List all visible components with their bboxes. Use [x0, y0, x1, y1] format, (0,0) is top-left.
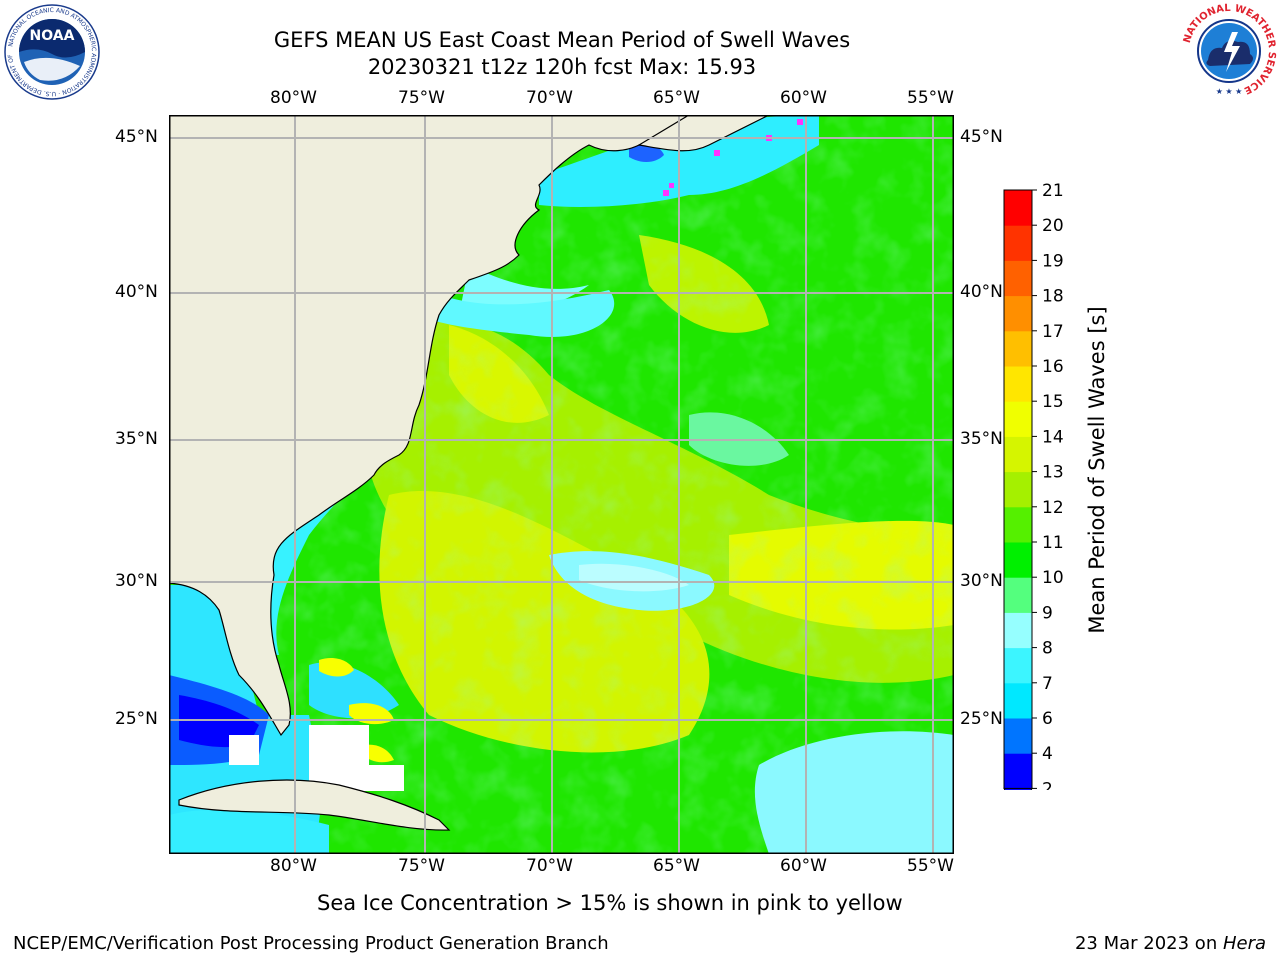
lon-label-bottom: 60°W — [780, 856, 827, 876]
colorbar-tick-label: 9 — [1042, 603, 1053, 623]
colorbar-segment — [1004, 577, 1032, 613]
colorbar-tick-label: 13 — [1042, 463, 1064, 483]
map-frame — [169, 115, 954, 854]
lat-label-right: 45°N — [960, 127, 1003, 147]
footer-right: 23 Mar 2023 on Hera — [1075, 933, 1266, 954]
lat-label-right: 25°N — [960, 709, 1003, 729]
sea-ice-note: Sea Ice Concentration > 15% is shown in … — [317, 891, 903, 915]
colorbar-segment — [1004, 330, 1032, 367]
svg-text:★ ★ ★: ★ ★ ★ — [1216, 87, 1243, 96]
lon-label-bottom: 55°W — [907, 856, 954, 876]
colorbar-tick-label: 6 — [1042, 709, 1053, 729]
colorbar-title: Mean Period of Swell Waves [s] — [1085, 306, 1109, 634]
bahamas-bank — [309, 662, 399, 719]
lat-label-left: 25°N — [115, 709, 158, 729]
colorbar-tick-label: 8 — [1042, 639, 1053, 659]
colorbar-tick-label: 15 — [1042, 392, 1064, 412]
bahamas-bank — [319, 658, 354, 677]
colorbar-segment — [1004, 718, 1032, 754]
lon-label-top: 75°W — [398, 88, 445, 108]
colorbar-segment — [1004, 401, 1032, 437]
colorbar-tick-label: 19 — [1042, 251, 1064, 271]
lon-label-top: 80°W — [270, 88, 317, 108]
period-band-9s — [754, 731, 954, 854]
colorbar-tick-label: 4 — [1042, 744, 1053, 764]
colorbar-segment — [1004, 190, 1032, 226]
sea-ice-marker — [669, 183, 674, 188]
colorbar-tick-label: 2 — [1042, 779, 1053, 790]
colorbar-tick-label: 12 — [1042, 498, 1064, 518]
swell-period-map — [169, 115, 954, 854]
land-north-america — [169, 115, 690, 737]
lon-label-top: 70°W — [526, 88, 573, 108]
lat-label-left: 30°N — [115, 571, 158, 591]
missing-data-area — [309, 725, 404, 791]
map-subtitle: 20230321 t12z 120h fcst Max: 15.93 — [367, 55, 757, 79]
lon-label-bottom: 65°W — [653, 856, 700, 876]
gulf-of-mexico-swell — [179, 695, 259, 748]
lat-label-left: 40°N — [115, 282, 158, 302]
colorbar-segment — [1004, 612, 1032, 649]
colorbar-segment — [1004, 506, 1032, 543]
nws-logo: NATIONAL WEATHER SERVICE ★ ★ ★ — [1182, 3, 1277, 98]
lat-lon-grid — [169, 115, 954, 854]
land-cuba — [178, 779, 451, 831]
colorbar-segment — [1004, 366, 1032, 402]
bahamas-bank — [364, 744, 394, 763]
missing-data-area — [229, 735, 259, 765]
footer-host: Hera — [1222, 933, 1266, 954]
colorbar: 2 4 6 7 8 9 10 11 12 13 14 15 16 17 18 19 20 21 — [1003, 181, 1064, 790]
lon-label-top: 55°W — [907, 88, 954, 108]
colorbar-tick-label: 11 — [1042, 533, 1064, 553]
map-title: GEFS MEAN US East Coast Mean Period of S… — [273, 28, 851, 52]
lat-label-right: 40°N — [960, 282, 1003, 302]
footer-date: 23 Mar 2023 on — [1074, 933, 1223, 954]
lat-label-left: 45°N — [115, 127, 158, 147]
colorbar-tick-label: 17 — [1042, 322, 1064, 342]
lon-label-bottom: 70°W — [526, 856, 573, 876]
lon-label-bottom: 75°W — [398, 856, 445, 876]
colorbar-segment — [1004, 753, 1032, 789]
sea-ice-marker — [797, 119, 803, 125]
lon-label-top: 60°W — [780, 88, 827, 108]
colorbar-segment — [1004, 295, 1032, 332]
gulf-of-mexico-swell — [169, 809, 329, 854]
noaa-logo: NATIONAL OCEANIC AND ATMOSPHERIC ADMINIS… — [4, 4, 100, 100]
lat-label-left: 35°N — [115, 429, 158, 449]
lat-label-right: 35°N — [960, 429, 1003, 449]
colorbar-tick-label: 14 — [1042, 427, 1064, 447]
colorbar-segment — [1004, 647, 1032, 684]
colorbar-segment — [1004, 471, 1032, 508]
colorbar-tick-label: 21 — [1042, 181, 1064, 201]
land-nova-scotia — [637, 115, 770, 152]
colorbar-segment — [1004, 542, 1032, 578]
lon-label-top: 65°W — [653, 88, 700, 108]
lon-label-bottom: 80°W — [270, 856, 317, 876]
sea-ice-marker — [714, 150, 720, 156]
period-band-9s — [579, 563, 689, 592]
colorbar-tick-label: 18 — [1042, 287, 1064, 307]
sea-ice-marker — [663, 190, 669, 196]
svg-text:NOAA: NOAA — [30, 28, 75, 44]
colorbar-tick-label: 20 — [1042, 216, 1064, 236]
lat-label-right: 30°N — [960, 571, 1003, 591]
colorbar-tick-label: 16 — [1042, 357, 1064, 377]
footer-left: NCEP/EMC/Verification Post Processing Pr… — [13, 933, 609, 954]
colorbar-frame — [1003, 189, 1033, 789]
colorbar-tick-label: 7 — [1042, 674, 1053, 694]
colorbar-segment — [1004, 260, 1032, 297]
colorbar-segment — [1004, 436, 1032, 473]
colorbar-tick-label: 10 — [1042, 568, 1064, 588]
colorbar-segment — [1004, 225, 1032, 261]
bahamas-bank — [349, 703, 394, 725]
period-band-8s — [419, 285, 615, 337]
colorbar-segment — [1004, 682, 1032, 719]
